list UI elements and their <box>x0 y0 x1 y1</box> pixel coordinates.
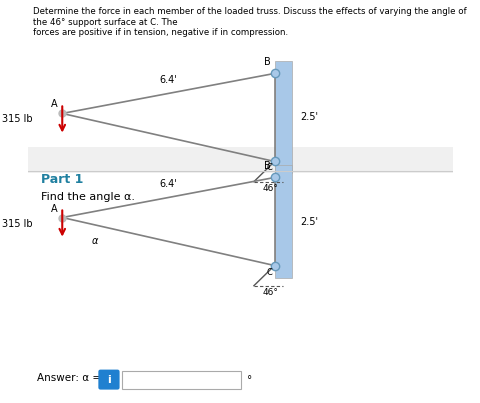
Bar <box>28 147 452 173</box>
Text: C: C <box>266 164 272 172</box>
Polygon shape <box>274 61 291 173</box>
Text: A: A <box>51 100 58 110</box>
Text: 6.4': 6.4' <box>159 75 177 85</box>
Text: °: ° <box>246 375 252 384</box>
Text: C: C <box>266 268 272 276</box>
Text: 46°: 46° <box>262 288 278 297</box>
FancyBboxPatch shape <box>98 370 120 390</box>
Text: α: α <box>92 235 98 245</box>
Text: 6.4': 6.4' <box>159 179 177 189</box>
Text: i: i <box>107 375 110 384</box>
Text: Part 1: Part 1 <box>41 173 83 186</box>
Polygon shape <box>274 166 291 278</box>
Text: Answer: α =: Answer: α = <box>36 373 101 382</box>
Text: 2.5': 2.5' <box>300 112 317 123</box>
Text: B: B <box>263 57 270 67</box>
Text: 46°: 46° <box>262 184 278 193</box>
Text: Determine the force in each member of the loaded truss. Discuss the effects of v: Determine the force in each member of th… <box>33 7 465 37</box>
Text: 315 lb: 315 lb <box>2 114 33 125</box>
Text: 2.5': 2.5' <box>300 216 317 226</box>
Text: A: A <box>51 204 58 214</box>
FancyBboxPatch shape <box>121 371 240 389</box>
Text: 315 lb: 315 lb <box>2 218 33 229</box>
Text: B: B <box>263 162 270 172</box>
Text: Find the angle α.: Find the angle α. <box>41 193 135 202</box>
